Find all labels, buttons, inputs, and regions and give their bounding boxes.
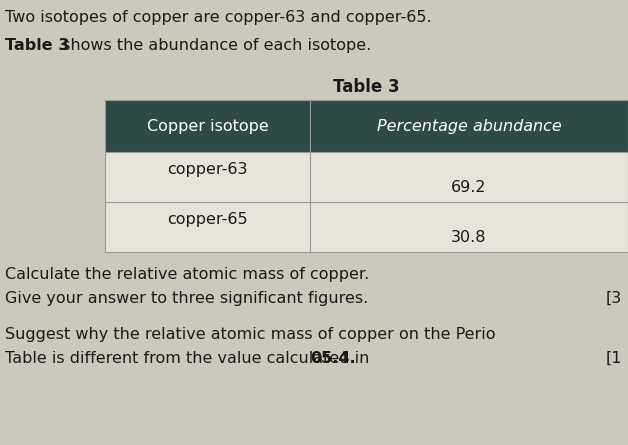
Text: Give your answer to three significant figures.: Give your answer to three significant fi… <box>5 291 368 306</box>
Bar <box>105 202 628 252</box>
Text: copper-63: copper-63 <box>167 162 248 177</box>
Text: shows the abundance of each isotope.: shows the abundance of each isotope. <box>57 38 371 53</box>
Text: 30.8: 30.8 <box>452 231 487 246</box>
Text: Copper isotope: Copper isotope <box>146 118 268 134</box>
Text: Table is different from the value calculated in: Table is different from the value calcul… <box>5 351 374 366</box>
Text: 69.2: 69.2 <box>452 181 487 195</box>
Bar <box>105 152 628 202</box>
Text: Table 3: Table 3 <box>333 78 400 96</box>
Text: Two isotopes of copper are copper-63 and copper-65.: Two isotopes of copper are copper-63 and… <box>5 10 431 25</box>
Text: 05.4.: 05.4. <box>310 351 355 366</box>
Text: Percentage abundance: Percentage abundance <box>377 118 561 134</box>
Text: copper-65: copper-65 <box>167 212 248 227</box>
Text: [3: [3 <box>606 291 622 306</box>
Text: Calculate the relative atomic mass of copper.: Calculate the relative atomic mass of co… <box>5 267 369 282</box>
Bar <box>105 100 628 152</box>
Text: [1: [1 <box>605 351 622 366</box>
Text: Suggest why the relative atomic mass of copper on the Perio: Suggest why the relative atomic mass of … <box>5 327 495 342</box>
Text: Table 3: Table 3 <box>5 38 69 53</box>
